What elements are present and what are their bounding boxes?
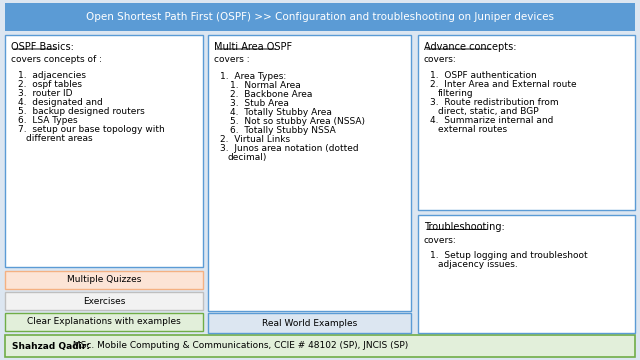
Text: direct, static, and BGP: direct, static, and BGP <box>438 107 539 116</box>
Text: Multiple Quizzes: Multiple Quizzes <box>67 275 141 284</box>
Text: external routes: external routes <box>438 125 507 134</box>
Text: different areas: different areas <box>26 134 93 143</box>
Text: 1.  OSPF authentication: 1. OSPF authentication <box>430 71 537 80</box>
Text: decimal): decimal) <box>228 153 268 162</box>
FancyBboxPatch shape <box>418 215 635 333</box>
Text: 3.  router ID: 3. router ID <box>18 89 72 98</box>
Text: 1.  Area Types:: 1. Area Types: <box>220 72 286 81</box>
Text: covers:: covers: <box>424 236 457 245</box>
Text: 7.  setup our base topology with: 7. setup our base topology with <box>18 125 164 134</box>
Text: Open Shortest Path First (OSPF) >> Configuration and troubleshooting on Juniper : Open Shortest Path First (OSPF) >> Confi… <box>86 12 554 22</box>
FancyBboxPatch shape <box>5 292 203 310</box>
Text: Troubleshooting:: Troubleshooting: <box>424 222 505 233</box>
Text: 1.  adjacencies: 1. adjacencies <box>18 71 86 80</box>
Text: covers:: covers: <box>424 55 457 64</box>
Text: covers :: covers : <box>214 55 250 64</box>
Text: Exercises: Exercises <box>83 297 125 306</box>
Text: 1.  Setup logging and troubleshoot: 1. Setup logging and troubleshoot <box>430 251 588 260</box>
Text: 6.  LSA Types: 6. LSA Types <box>18 116 77 125</box>
Text: Clear Explanations with examples: Clear Explanations with examples <box>27 318 181 327</box>
Text: 2.  ospf tables: 2. ospf tables <box>18 80 82 89</box>
Text: 6.  Totally Stubby NSSA: 6. Totally Stubby NSSA <box>230 126 336 135</box>
FancyBboxPatch shape <box>418 35 635 210</box>
FancyBboxPatch shape <box>208 35 411 311</box>
Text: covers concepts of :: covers concepts of : <box>11 55 102 64</box>
FancyBboxPatch shape <box>5 3 635 31</box>
Text: 4.  Totally Stubby Area: 4. Totally Stubby Area <box>230 108 332 117</box>
Text: Shahzad Qadir:: Shahzad Qadir: <box>12 342 90 351</box>
Text: filtering: filtering <box>438 89 474 98</box>
Text: 3.  Stub Area: 3. Stub Area <box>230 99 289 108</box>
FancyBboxPatch shape <box>5 313 203 331</box>
Text: OSPF Basics:: OSPF Basics: <box>11 42 74 52</box>
Text: 3.  Route redistribution from: 3. Route redistribution from <box>430 98 559 107</box>
Text: 4.  designated and: 4. designated and <box>18 98 103 107</box>
FancyBboxPatch shape <box>5 35 203 267</box>
FancyBboxPatch shape <box>5 271 203 289</box>
Text: 5.  backup designed routers: 5. backup designed routers <box>18 107 145 116</box>
Text: 2.  Virtual Links: 2. Virtual Links <box>220 135 290 144</box>
FancyBboxPatch shape <box>208 313 411 333</box>
FancyBboxPatch shape <box>5 335 635 357</box>
Text: 4.  Summarize internal and: 4. Summarize internal and <box>430 116 554 125</box>
Text: 3.  Junos area notation (dotted: 3. Junos area notation (dotted <box>220 144 358 153</box>
Text: Real World Examples: Real World Examples <box>262 319 357 328</box>
Text: 2.  Backbone Area: 2. Backbone Area <box>230 90 312 99</box>
Text: MSc. Mobile Computing & Communications, CCIE # 48102 (SP), JNCIS (SP): MSc. Mobile Computing & Communications, … <box>70 342 408 351</box>
Text: adjacency issues.: adjacency issues. <box>438 260 518 269</box>
Text: 5.  Not so stubby Area (NSSA): 5. Not so stubby Area (NSSA) <box>230 117 365 126</box>
Text: 2.  Inter Area and External route: 2. Inter Area and External route <box>430 80 577 89</box>
Text: Multi Area OSPF: Multi Area OSPF <box>214 42 292 52</box>
Text: Advance concepts:: Advance concepts: <box>424 42 516 52</box>
Text: 1.  Normal Area: 1. Normal Area <box>230 81 301 90</box>
